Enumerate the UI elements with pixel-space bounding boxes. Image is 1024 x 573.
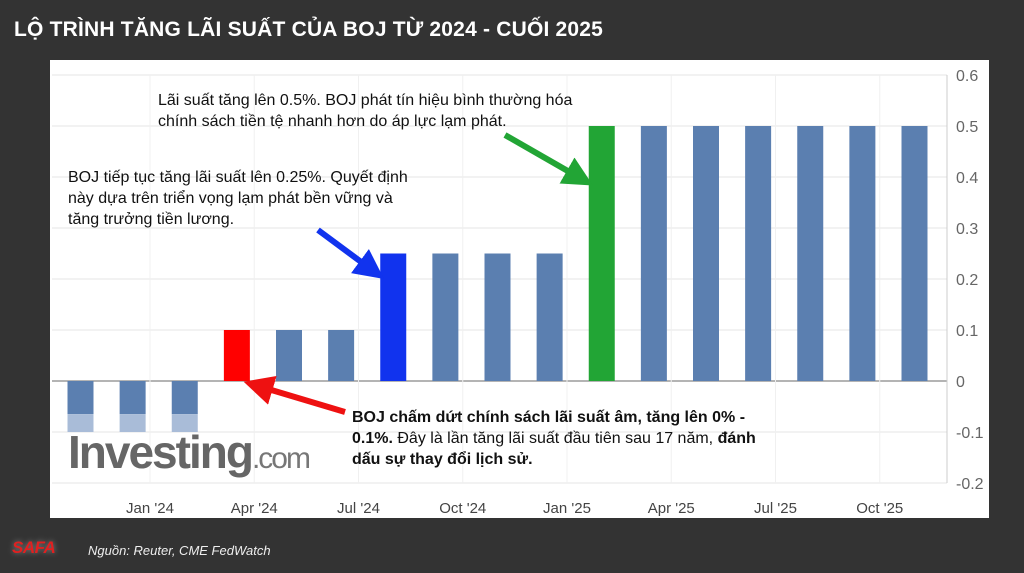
bar (223, 330, 250, 381)
y-tick-label: 0.3 (956, 221, 978, 238)
bar-lower-segment (171, 414, 198, 432)
annotation-red-bold1: BOJ chấm dứt chính sách lãi suất âm, tăn… (352, 409, 746, 447)
bar (119, 381, 146, 415)
annotation-red-normal: Đây là lần tăng lãi suất đầu tiên sau 17… (392, 430, 714, 447)
bar (640, 126, 667, 381)
y-tick-label: 0.1 (956, 323, 978, 340)
bar (67, 381, 94, 415)
bar (484, 253, 511, 381)
y-tick-label: -0.1 (956, 425, 984, 442)
y-tick-label: 0.4 (956, 170, 978, 187)
bar (588, 126, 615, 381)
x-tick-label: Apr '25 (648, 500, 695, 517)
x-tick-label: Oct '24 (439, 500, 486, 517)
bar (276, 330, 302, 381)
annotation-red-bold2: đánh dấu sự thay đổi lịch sử. (352, 430, 756, 468)
bar (536, 253, 563, 381)
x-tick-label: Apr '24 (231, 500, 278, 517)
bar (797, 126, 824, 381)
bar (901, 126, 928, 381)
y-tick-label: 0 (956, 374, 965, 391)
chart-panel (50, 60, 989, 518)
y-tick-label: -0.2 (956, 476, 984, 493)
x-tick-label: Jul '25 (754, 500, 797, 517)
y-tick-label: 0.5 (956, 119, 978, 136)
bar (849, 126, 876, 381)
red-arrow (243, 375, 346, 415)
x-tick-label: Jan '24 (126, 500, 174, 517)
bar (432, 253, 459, 381)
page-title: LỘ TRÌNH TĂNG LÃI SUẤT CỦA BOJ TỪ 2024 -… (14, 18, 604, 41)
safa-logo: SAFA (12, 538, 56, 557)
green-arrow (503, 132, 594, 186)
bar (380, 253, 407, 381)
y-tick-label: 0.6 (956, 68, 978, 85)
source-text: Nguồn: Reuter, CME FedWatch (88, 543, 271, 558)
annotation-red: BOJ chấm dứt chính sách lãi suất âm, tăn… (352, 407, 762, 470)
annotation-green: Lãi suất tăng lên 0.5%. BOJ phát tín hiệ… (158, 92, 573, 130)
bar (693, 126, 719, 381)
bar-lower-segment (67, 414, 94, 432)
annotation-blue: BOJ tiếp tục tăng lãi suất lên 0.25%. Qu… (68, 169, 408, 228)
x-tick-label: Oct '25 (856, 500, 903, 517)
bar-lower-segment (119, 414, 146, 432)
bar (171, 381, 198, 415)
bar (745, 126, 772, 381)
y-tick-label: 0.2 (956, 272, 978, 289)
watermark-logo: Investing.com (68, 426, 310, 478)
bar (328, 330, 355, 381)
x-tick-label: Jan '25 (543, 500, 591, 517)
x-tick-label: Jul '24 (337, 500, 380, 517)
blue-arrow (316, 227, 385, 279)
